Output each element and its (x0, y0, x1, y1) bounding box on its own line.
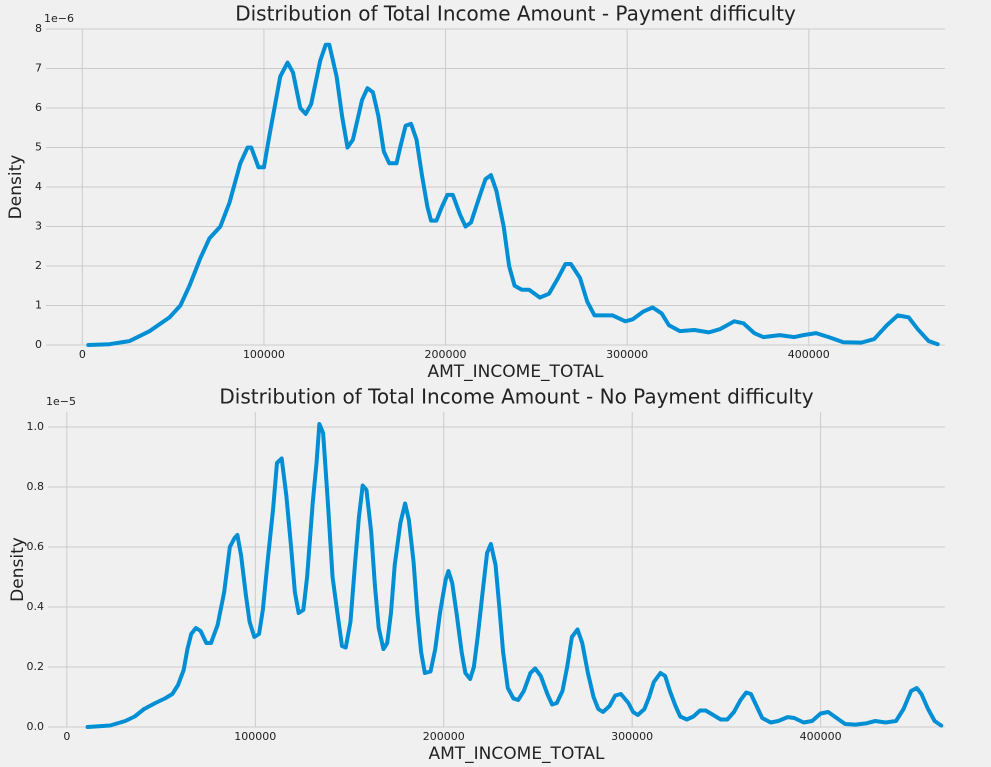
x-tick-label: 200000 (423, 730, 465, 743)
x-tick-label: 300000 (611, 730, 653, 743)
x-axis-label: AMT_INCOME_TOTAL (428, 744, 605, 764)
y-tick-label: 0 (35, 338, 42, 351)
y-tick-label: 5 (35, 141, 42, 154)
y-axis-label: Density (8, 537, 28, 602)
x-tick-label: 400000 (800, 730, 842, 743)
x-axis-label: AMT_INCOME_TOTAL (427, 362, 604, 382)
y-tick-label: 4 (35, 180, 42, 193)
y-axis-label: Density (6, 155, 26, 220)
x-tick-label: 100000 (243, 348, 285, 361)
density-line (86, 42, 940, 347)
density-line (85, 422, 944, 729)
x-tick-label: 200000 (425, 348, 467, 361)
y-tick-label: 0.2 (27, 660, 45, 673)
y-tick-label: 0.8 (27, 480, 45, 493)
y-tick-label: 8 (35, 22, 42, 35)
y-tick-label: 0.6 (27, 540, 45, 553)
chart-title: Distribution of Total Income Amount - No… (219, 385, 813, 409)
y-tick-label: 6 (35, 101, 42, 114)
y-tick-label: 0.0 (27, 720, 45, 733)
x-tick-label: 0 (79, 348, 86, 361)
x-tick-label: 400000 (788, 348, 830, 361)
y-tick-label: 2 (35, 259, 42, 272)
x-tick-label: 0 (63, 730, 70, 743)
y-tick-label: 0.4 (27, 600, 45, 613)
y-tick-label: 3 (35, 220, 42, 233)
y-offset-label: 1e−6 (44, 12, 74, 25)
x-tick-label: 300000 (606, 348, 648, 361)
y-tick-label: 1.0 (27, 420, 45, 433)
y-offset-label: 1e−5 (46, 395, 76, 408)
y-tick-label: 7 (35, 62, 42, 75)
x-tick-label: 100000 (234, 730, 276, 743)
y-tick-label: 1 (35, 299, 42, 312)
chart-title: Distribution of Total Income Amount - Pa… (235, 2, 796, 26)
